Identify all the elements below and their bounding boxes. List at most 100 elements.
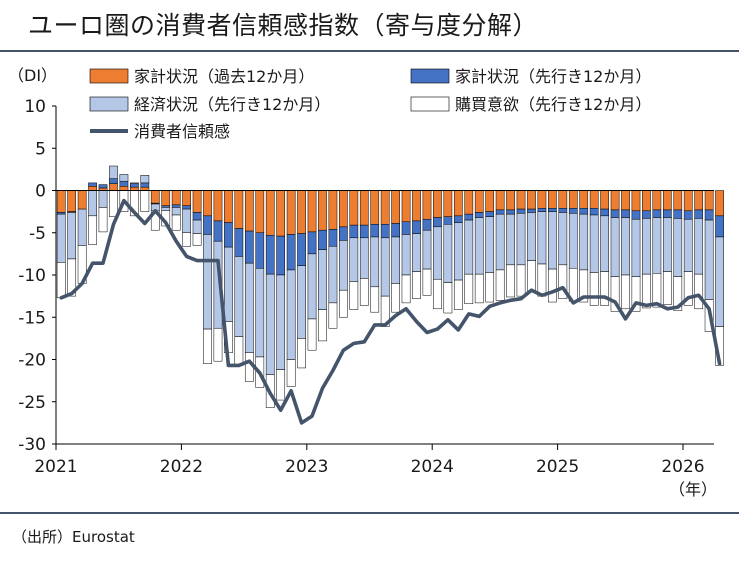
bar-segment-0: [527, 190, 536, 210]
bar-segment-1: [610, 209, 620, 218]
bar-segment-2: [464, 219, 474, 275]
bar-segment-1: [130, 183, 139, 188]
bar-segment-1: [495, 209, 505, 215]
bar-segment-1: [464, 213, 474, 221]
bar-segment-1: [171, 204, 181, 208]
y-tick-label: 5: [35, 139, 46, 159]
bar-segment-0: [140, 186, 150, 191]
bar-segment-3: [558, 264, 568, 299]
bar-segment-2: [380, 237, 390, 297]
bar-segment-2: [339, 240, 348, 291]
bar-segment-0: [631, 190, 641, 212]
bar-segment-0: [88, 186, 97, 191]
bar-segment-3: [88, 215, 97, 245]
bar-segment-2: [652, 217, 662, 274]
y-tick-label: -25: [18, 393, 46, 413]
bar-segment-1: [485, 211, 495, 217]
bar-segment-0: [662, 190, 672, 211]
bar-segment-3: [318, 309, 327, 342]
bar-segment-1: [683, 210, 693, 220]
bar-segment-2: [568, 213, 578, 269]
bar-segment-1: [443, 216, 453, 225]
bar-segment-2: [370, 236, 380, 288]
bar-segment-2: [276, 274, 286, 370]
bar-segment-2: [600, 215, 609, 272]
bar-segment-3: [98, 207, 108, 233]
bar-segment-0: [537, 190, 547, 209]
bar-segment-0: [370, 190, 380, 225]
bar-segment-1: [380, 224, 390, 239]
bar-segment-3: [537, 263, 547, 297]
bar-segment-2: [77, 208, 87, 246]
bar-segment-2: [56, 213, 66, 263]
bar-segment-1: [652, 209, 662, 218]
bar-segment-3: [474, 273, 484, 304]
bar-segment-1: [359, 224, 369, 239]
bar-segment-3: [276, 369, 286, 401]
bar-segment-0: [621, 190, 630, 211]
bar-segment-2: [589, 214, 599, 273]
bar-segment-1: [255, 232, 265, 269]
bar-segment-0: [119, 186, 129, 191]
bar-segment-3: [109, 190, 118, 217]
x-tick-label: 2022: [160, 457, 203, 477]
bar-segment-3: [694, 273, 704, 310]
bar-segment-3: [182, 232, 191, 247]
bar-segment-0: [506, 190, 515, 211]
bar-segment-2: [474, 217, 484, 275]
bar-segment-0: [161, 190, 171, 206]
bar-segment-0: [255, 190, 265, 233]
bar-segment-0: [359, 190, 369, 226]
bar-segment-2: [171, 207, 181, 216]
x-tick-label: 2024: [411, 457, 454, 477]
bar-segment-3: [422, 268, 432, 296]
y-axis-unit: （DI）: [8, 66, 57, 85]
bar-segment-3: [443, 282, 453, 314]
line-series: [59, 198, 722, 425]
bar-segment-1: [286, 234, 296, 271]
bar-segment-2: [161, 207, 171, 212]
bar-segment-1: [662, 209, 672, 218]
bar-segment-3: [412, 271, 421, 299]
bar-segment-0: [224, 190, 233, 223]
bar-segment-2: [265, 273, 275, 375]
bar-segment-2: [286, 269, 296, 360]
bar-segment-2: [579, 213, 589, 271]
bar-segment-0: [558, 190, 568, 209]
bar-segment-1: [56, 212, 66, 215]
bar-segment-0: [568, 190, 578, 209]
bar-segment-1: [412, 220, 421, 234]
bar-segment-3: [391, 283, 400, 313]
bar-segment-0: [171, 190, 181, 206]
bar-segment-2: [391, 236, 400, 284]
bar-segment-3: [464, 273, 474, 304]
bar-segment-2: [558, 212, 568, 266]
bar-segment-3: [673, 276, 683, 311]
bar-segment-0: [694, 190, 704, 211]
bar-segment-3: [631, 276, 641, 312]
bar-segment-0: [192, 190, 202, 213]
bar-segment-3: [203, 328, 212, 364]
bar-segment-3: [527, 260, 536, 292]
bar-segment-3: [286, 359, 296, 387]
bar-segment-0: [683, 190, 693, 212]
bar-segment-2: [359, 237, 369, 279]
bar-segment-1: [589, 207, 599, 216]
bar-segment-0: [412, 190, 421, 222]
bar-segment-1: [224, 222, 233, 248]
bar-segment-2: [621, 217, 630, 276]
bar-segment-2: [485, 216, 495, 273]
bar-segment-3: [662, 271, 672, 305]
bar-segment-2: [244, 262, 254, 353]
bar-segment-0: [265, 190, 275, 236]
bar-segment-1: [474, 212, 484, 218]
bar-segment-2: [98, 190, 108, 208]
top-divider: [0, 50, 739, 52]
bar-segment-2: [642, 218, 651, 275]
bar-segment-3: [339, 289, 348, 318]
bar-segment-2: [203, 234, 212, 330]
bar-segment-3: [56, 262, 66, 299]
bar-segment-1: [704, 209, 714, 221]
bar-segment-3: [485, 272, 495, 303]
y-tick-label: -5: [29, 224, 46, 244]
